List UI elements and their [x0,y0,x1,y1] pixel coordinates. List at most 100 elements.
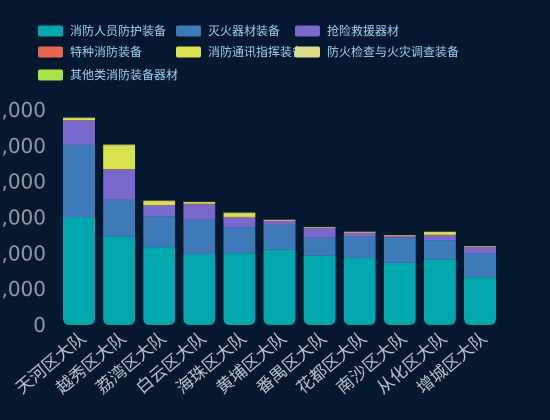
bar-segment[interactable] [303,227,336,229]
y-tick-label: 6,000 [0,241,46,265]
y-tick-label: 3,000 [0,277,46,301]
bar-segment[interactable] [223,216,256,218]
bar-segment[interactable] [423,259,456,325]
legend-item[interactable]: 消防通讯指挥装备 [176,44,304,59]
y-tick-label: 9,000 [0,206,46,230]
legend-swatch [176,25,201,37]
legend-swatch [176,46,201,58]
bar-segment[interactable] [63,144,95,218]
bar-segment[interactable] [303,237,336,256]
bar-stack[interactable] [63,117,95,326]
bar-segment[interactable] [183,202,216,204]
bar-stack[interactable] [303,226,336,325]
bar-segment[interactable] [423,234,456,236]
bar-segment[interactable] [183,254,216,325]
bar-stack[interactable] [343,231,376,325]
bar-stack[interactable] [423,231,456,325]
bar-segment[interactable] [423,235,456,241]
bar-segment[interactable] [343,236,376,259]
bar-segment[interactable] [183,204,216,220]
bar-segment[interactable] [223,212,256,214]
bar-segment[interactable] [423,240,456,260]
bar-stack[interactable] [103,144,136,325]
bar-segment[interactable] [103,169,136,200]
bar-stack[interactable] [464,245,496,325]
legend-label: 其他类消防装备器材 [70,67,178,82]
legend-item[interactable]: 其他类消防装备器材 [38,67,178,82]
bar-segment[interactable] [383,236,416,237]
legend-item[interactable]: 抢险救援器材 [295,23,399,38]
bar-segment[interactable] [303,227,336,228]
bar-segment[interactable] [103,144,136,146]
bar-segment[interactable] [63,217,95,326]
bar-segment[interactable] [143,216,176,248]
y-axis: 0 3,000 6,000 9,000 12,000 15,000 18,000 [0,98,46,337]
legend-swatch [295,46,320,58]
bar-segment[interactable] [63,118,95,121]
bar-segment[interactable] [63,117,95,119]
x-axis: 天河区大队越秀区大队荔湾区大队白云区大队海珠区大队黄埔区大队番禺区大队花都区大队… [12,329,491,399]
bar-segment[interactable] [343,231,376,233]
bar-segment[interactable] [383,236,416,238]
bar-segment[interactable] [143,247,176,325]
legend-item[interactable]: 防火检查与火灾调查装备 [295,44,459,59]
legend-label: 防火检查与火灾调查装备 [327,44,459,59]
bar-segment[interactable] [223,217,256,228]
bar-segment[interactable] [343,232,376,234]
bar-segment[interactable] [383,262,416,325]
bar-segment[interactable] [143,200,176,202]
bar-segment[interactable] [223,227,256,254]
bar-segment[interactable] [423,231,456,233]
legend-swatch [295,25,320,37]
legend-swatch [38,46,63,58]
bar-segment[interactable] [183,203,216,205]
bar-segment[interactable] [63,120,95,121]
bar-segment[interactable] [103,236,136,325]
bar-stack[interactable] [263,219,296,325]
bar-segment[interactable] [263,224,296,250]
bar-segment[interactable] [464,246,496,247]
y-tick-label: 0 [33,313,46,337]
legend-label: 灭火器材装备 [208,24,280,38]
y-tick-label: 15,000 [0,134,46,158]
bar-segment[interactable] [263,221,296,225]
y-tick-label: 12,000 [0,170,46,194]
bar-segment[interactable] [464,247,496,254]
bar-segment[interactable] [143,204,176,206]
bar-segment[interactable] [423,232,456,235]
bar-stack[interactable] [143,200,176,325]
bar-stack[interactable] [383,235,416,325]
bar-stack[interactable] [223,212,256,325]
legend-item[interactable]: 灭火器材装备 [176,24,280,38]
legend-item[interactable]: 特种消防装备 [38,44,142,59]
bar-segment[interactable] [464,246,496,248]
bar-segment[interactable] [343,233,376,237]
bar-segment[interactable] [223,213,256,217]
bar-segment[interactable] [143,205,176,217]
bar-segment[interactable] [223,253,256,325]
bar-segment[interactable] [383,237,416,263]
bar-segment[interactable] [343,258,376,325]
bar-segment[interactable] [464,277,496,325]
bar-segment[interactable] [103,169,136,170]
bar-segment[interactable] [183,219,216,255]
legend-swatch [38,25,63,37]
legend-label: 特种消防装备 [70,44,142,59]
bar-segment[interactable] [263,249,296,325]
bar-segment[interactable] [183,201,216,203]
bar-segment[interactable] [103,145,136,170]
legend-item[interactable]: 消防人员防护装备 [38,23,166,38]
bar-segment[interactable] [143,201,176,205]
bar-segment[interactable] [63,120,95,145]
bars [63,117,496,326]
bar-segment[interactable] [303,228,336,238]
bar-segment[interactable] [263,219,296,221]
bar-stack[interactable] [183,201,216,325]
bar-segment[interactable] [103,199,136,237]
bar-segment[interactable] [263,220,296,222]
bar-segment[interactable] [464,253,496,278]
bar-segment[interactable] [303,255,336,325]
bar-segment[interactable] [383,235,416,237]
y-tick-label: 18,000 [0,98,46,122]
